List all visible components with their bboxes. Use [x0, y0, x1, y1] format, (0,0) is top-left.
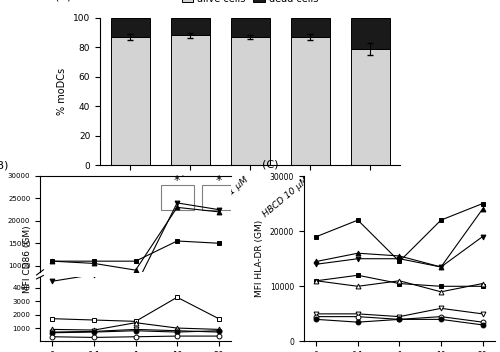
Bar — [290, 18, 330, 37]
Bar — [160, 185, 194, 210]
Y-axis label: % moDCs: % moDCs — [58, 68, 68, 115]
Bar — [110, 37, 150, 165]
Bar — [230, 37, 270, 165]
Bar — [202, 185, 235, 210]
Text: MFI CD86 (GM): MFI CD86 (GM) — [23, 225, 32, 293]
Text: (A): (A) — [55, 0, 72, 2]
Bar — [170, 18, 209, 35]
Bar — [110, 18, 150, 37]
Bar — [230, 18, 270, 37]
Text: (B): (B) — [0, 160, 8, 170]
Legend: alive cells, dead cells: alive cells, dead cells — [178, 0, 322, 8]
Text: (C): (C) — [262, 160, 278, 170]
Bar — [170, 35, 209, 165]
Bar — [350, 18, 390, 49]
Text: *: * — [174, 174, 180, 187]
Text: *: * — [216, 174, 222, 187]
Bar — [350, 49, 390, 165]
Y-axis label: MFI HLA-DR (GM): MFI HLA-DR (GM) — [255, 220, 264, 297]
Bar — [290, 37, 330, 165]
